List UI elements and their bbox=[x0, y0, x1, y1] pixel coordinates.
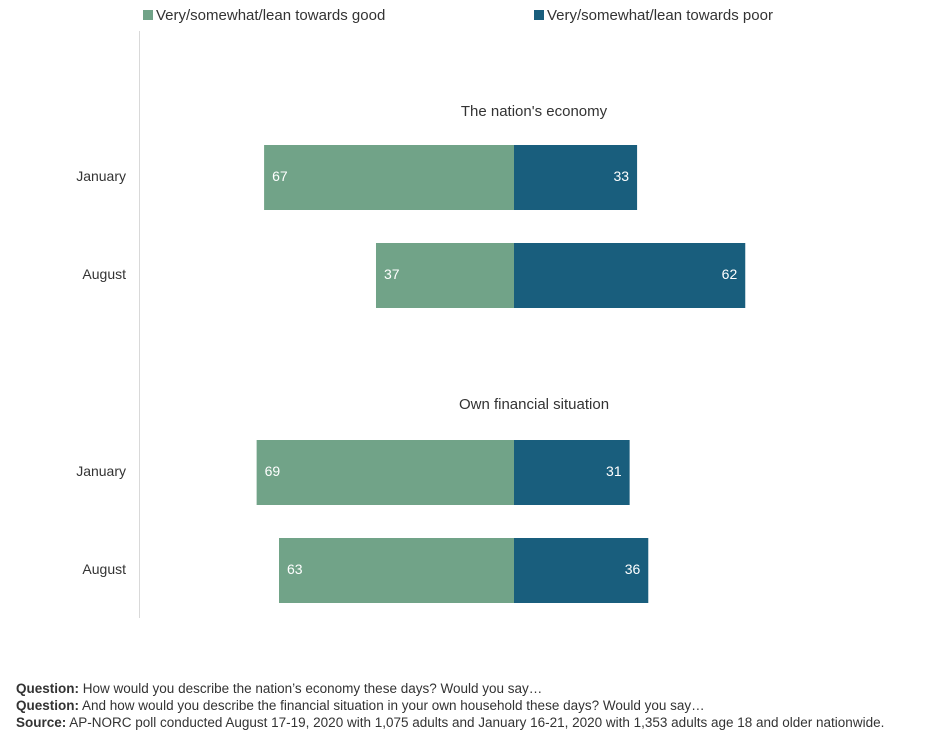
bar-poor bbox=[514, 243, 746, 308]
bar-poor bbox=[514, 145, 638, 210]
bar-poor bbox=[514, 538, 649, 603]
note-text: How would you describe the nation’s econ… bbox=[82, 681, 543, 696]
data-label-good: 69 bbox=[265, 463, 281, 479]
note-text: And how would you describe the financial… bbox=[82, 698, 705, 713]
note-question-economy: Question: How would you describe the nat… bbox=[16, 680, 926, 697]
bar-poor bbox=[514, 440, 630, 505]
legend-swatch-poor bbox=[534, 10, 544, 20]
diverging-bar-chart: The nation's economy January 67 33 August 37 6… bbox=[76, 31, 746, 618]
legend-label-good: Very/somewhat/lean towards good bbox=[156, 7, 386, 24]
note-text: AP-NORC poll conducted August 17-19, 202… bbox=[69, 715, 885, 730]
legend-item-good: Very/somewhat/lean towards good bbox=[143, 6, 385, 26]
bar-good bbox=[375, 243, 514, 308]
data-label-poor: 33 bbox=[614, 168, 630, 184]
data-label-good: 63 bbox=[287, 561, 303, 577]
category-label: August bbox=[82, 266, 126, 282]
note-label: Source: bbox=[16, 715, 67, 730]
note-label: Question: bbox=[16, 698, 79, 713]
category-label: August bbox=[82, 561, 126, 577]
category-label: January bbox=[76, 168, 126, 184]
bar-good bbox=[279, 538, 514, 603]
section-title: Own financial situation bbox=[459, 396, 609, 413]
category-label: January bbox=[76, 463, 126, 479]
legend-swatch-good bbox=[143, 10, 153, 20]
data-label-poor: 36 bbox=[625, 561, 641, 577]
note-label: Question: bbox=[16, 681, 79, 696]
note-source: Source: AP-NORC poll conducted August 17… bbox=[16, 714, 926, 731]
data-label-poor: 31 bbox=[606, 463, 622, 479]
note-question-household: Question: And how would you describe the… bbox=[16, 697, 926, 714]
section-title: The nation's economy bbox=[461, 103, 608, 120]
data-label-poor: 62 bbox=[722, 266, 738, 282]
legend-label-poor: Very/somewhat/lean towards poor bbox=[547, 7, 773, 24]
chart-notes: Question: How would you describe the nat… bbox=[16, 680, 926, 731]
legend-item-poor: Very/somewhat/lean towards poor bbox=[534, 6, 773, 26]
data-label-good: 37 bbox=[384, 266, 400, 282]
data-label-good: 67 bbox=[272, 168, 288, 184]
bar-good bbox=[256, 440, 514, 505]
bar-good bbox=[264, 145, 514, 210]
